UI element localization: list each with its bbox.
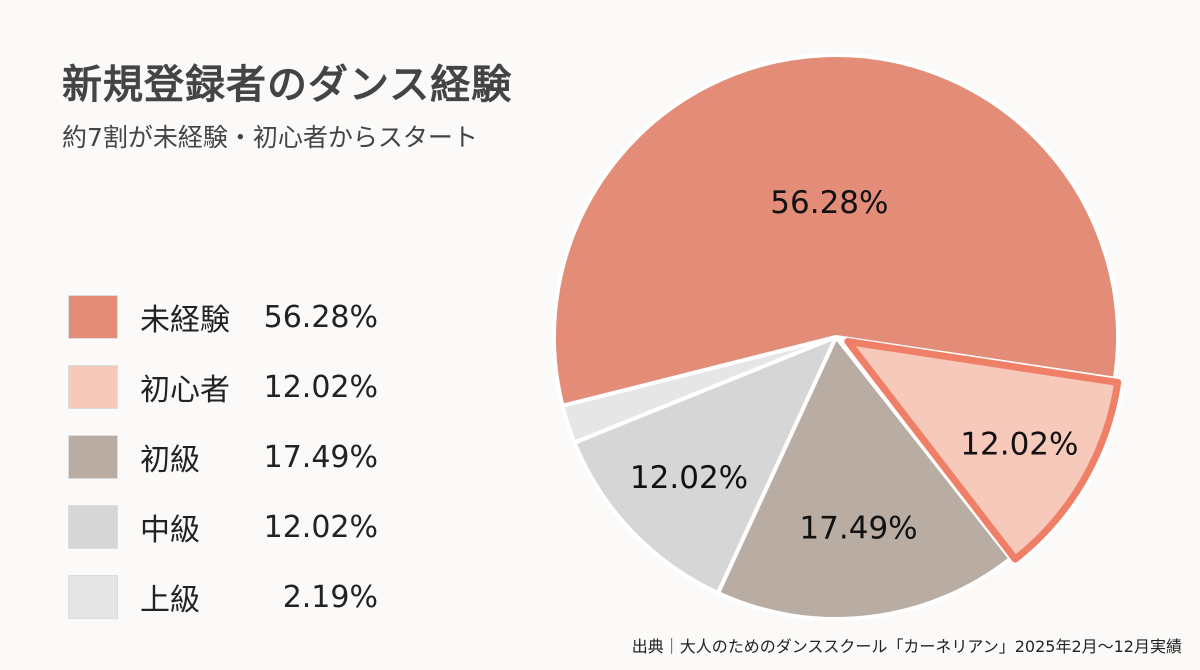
legend-swatch: [68, 575, 118, 619]
legend-name: 未経験: [140, 303, 230, 338]
legend-item: 初級 17.49%: [68, 422, 378, 492]
legend-swatch: [68, 435, 118, 479]
legend-name: 初級: [140, 443, 200, 478]
legend-item: 上級 2.19%: [68, 562, 378, 632]
legend-swatch: [68, 505, 118, 549]
legend-swatch: [68, 295, 118, 339]
data-label: 12.02%: [960, 426, 1078, 462]
legend-swatch: [68, 365, 118, 409]
legend-item: 中級 12.02%: [68, 492, 378, 562]
data-label: 12.02%: [630, 460, 748, 496]
legend-name: 初心者: [140, 373, 230, 408]
chart-subtitle: 約7割が未経験・初心者からスタート: [62, 123, 478, 152]
data-label: 56.28%: [770, 185, 888, 221]
legend-name: 上級: [140, 583, 200, 618]
chart-title: 新規登録者のダンス経験: [62, 62, 513, 108]
data-label: 17.49%: [799, 510, 917, 546]
legend-value: 12.02%: [263, 509, 378, 545]
slice-mikeiken: [551, 52, 1120, 408]
legend-value: 2.19%: [282, 579, 378, 615]
slice-chukyu: [572, 335, 838, 596]
highlight-outline: [844, 338, 1122, 563]
legend: 未経験 56.28% 初心者 12.02% 初級 17.49% 中級 12.02…: [68, 282, 378, 632]
legend-item: 初心者 12.02%: [68, 352, 378, 422]
slice-shoshinsha: [841, 339, 1125, 566]
legend-value: 56.28%: [263, 299, 378, 335]
legend-value: 12.02%: [263, 369, 378, 405]
legend-item: 未経験 56.28%: [68, 282, 378, 352]
source-note: 出典｜大人のためのダンススクール「カーネリアン」2025年2月〜12月実績: [631, 637, 1182, 656]
slice-shokyu: [716, 335, 1013, 621]
legend-value: 17.49%: [263, 439, 378, 475]
legend-name: 中級: [140, 513, 200, 548]
